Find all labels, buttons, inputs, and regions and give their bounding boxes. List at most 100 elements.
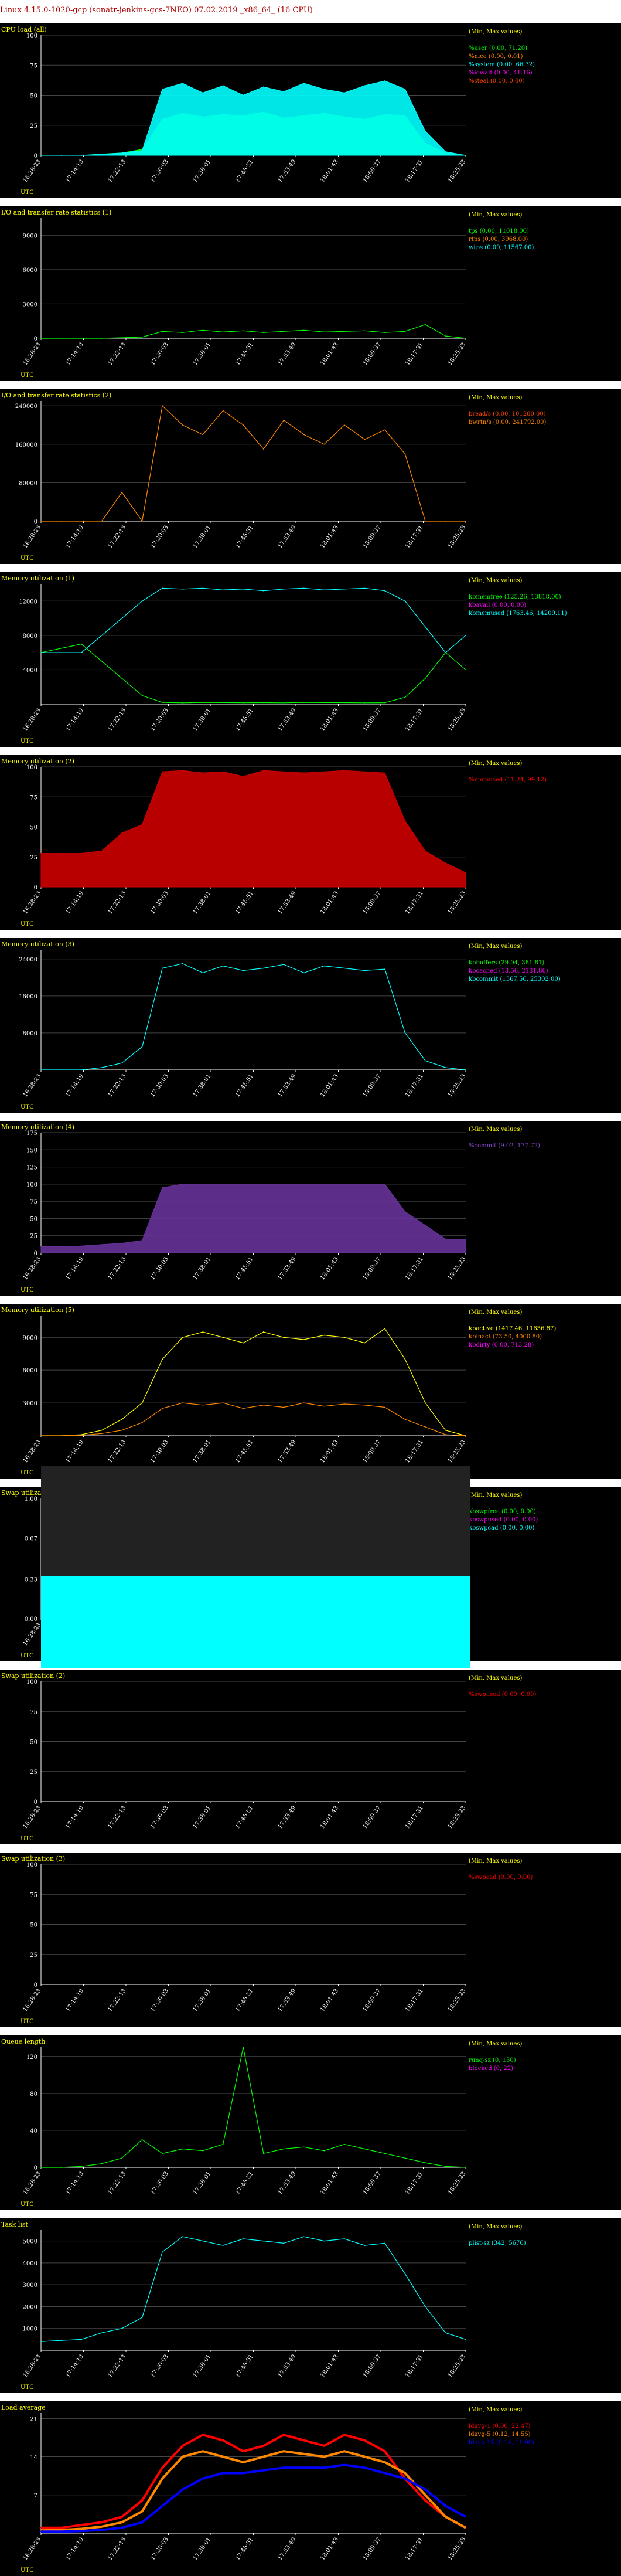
y-tick-label: 5000: [23, 2239, 37, 2245]
y-tick-label: 75: [30, 1709, 37, 1715]
data-point: [162, 2478, 163, 2479]
data-point: [60, 652, 62, 653]
data-point: [364, 970, 366, 971]
x-tick-label: 16:28:23: [22, 1073, 43, 1098]
legend-heading: (Min, Max values): [469, 1492, 523, 1498]
chart-svg: 7 14 21 16:28:23 17:14:19 17:22:13 17:30:03 17:…: [22, 2413, 468, 2562]
data-point: [121, 152, 122, 154]
x-tick-label: 17:53:49: [277, 2536, 298, 2561]
data-point: [202, 2478, 203, 2479]
x-tick-label: 17:38:01: [192, 1804, 213, 1830]
legend-entry: ldavg-5 (0.12, 14.55): [469, 2431, 531, 2438]
data-point: [182, 2148, 183, 2150]
utc-label: UTC: [21, 189, 34, 196]
data-point: [141, 2500, 143, 2501]
data-point: [141, 1046, 143, 1048]
data-point: [323, 1184, 325, 1185]
utc-label: UTC: [21, 1836, 34, 1842]
x-tick-label: 18:17:31: [404, 1256, 425, 1281]
y-tick-label: 1000: [23, 2326, 37, 2333]
data-point: [445, 862, 446, 864]
page-title: Linux 4.15.0-1020-gcp (sonatr-jenkins-gc…: [0, 6, 313, 15]
chart-title: Load average: [1, 2404, 46, 2411]
data-point: [262, 967, 264, 969]
chart-svg: 0 25 50 75 100 16:28:23 17:14:19 17:22:13 17:30:…: [22, 764, 468, 916]
data-point: [364, 1184, 366, 1185]
x-tick-label: 17:53:49: [277, 1073, 298, 1098]
x-tick-label: 18:01:43: [319, 1439, 340, 1464]
x-tick-label: 17:45:51: [234, 890, 255, 915]
data-point: [243, 2238, 244, 2239]
data-point: [182, 332, 183, 334]
chart-svg: 0 80000 160000 240000 16:28:23 17:14:19 17:22:…: [15, 401, 468, 550]
data-point: [364, 2245, 366, 2246]
series-line: [41, 2047, 466, 2168]
data-point: [283, 1184, 285, 1185]
legend-entry: %swpcad (0.00, 0.00): [469, 1874, 533, 1881]
data-point: [182, 1402, 183, 1403]
x-tick-label: 17:38:01: [192, 707, 213, 732]
data-point: [384, 429, 385, 430]
legend-entry: %user (0.00, 71.20): [469, 45, 528, 52]
series-area: [41, 80, 466, 156]
x-tick-label: 16:28:23: [22, 1622, 43, 1647]
x-tick-label: 17:22:13: [107, 2353, 128, 2378]
data-point: [222, 702, 224, 704]
data-point: [222, 965, 224, 967]
x-tick-label: 17:30:03: [149, 2536, 170, 2561]
data-point: [283, 420, 285, 421]
data-point: [243, 2472, 244, 2474]
legend-entry: ldavg-15 (0.14, 11.00): [469, 2439, 534, 2446]
data-point: [182, 702, 183, 704]
x-tick-label: 17:22:13: [107, 158, 128, 183]
data-point: [81, 652, 82, 653]
data-point: [182, 770, 183, 771]
x-tick-label: 18:25:23: [447, 2536, 468, 2561]
x-tick-label: 16:28:23: [22, 524, 43, 549]
x-tick-label: 17:22:13: [107, 524, 128, 549]
legend-entry: %swpused (0.00, 0.00): [469, 1691, 537, 1698]
data-point: [303, 702, 305, 703]
data-point: [222, 2143, 224, 2145]
chart-panel: 0 25 50 75 100 16:28:23 17:14:19 17:22:13 17:30:…: [0, 1853, 621, 2027]
x-tick-label: 18:01:43: [319, 2536, 340, 2561]
x-tick-label: 17:30:03: [149, 158, 170, 183]
y-tick-label: 50: [30, 1922, 37, 1929]
x-tick-label: 17:45:51: [234, 1073, 255, 1098]
x-tick-label: 18:17:31: [404, 2353, 425, 2378]
data-point: [40, 1069, 42, 1070]
data-point: [202, 2150, 203, 2152]
x-tick-label: 17:30:03: [149, 707, 170, 732]
data-point: [384, 2153, 385, 2154]
y-tick-label: 100: [26, 764, 37, 771]
data-point: [60, 1435, 62, 1436]
data-point: [344, 2238, 345, 2239]
data-point: [404, 1419, 406, 1420]
data-point: [81, 2524, 82, 2526]
data-point: [162, 1408, 163, 1409]
y-tick-label: 150: [26, 1147, 37, 1154]
y-tick-label: 50: [30, 825, 37, 831]
chart-svg: 0 25 50 75 100 16:28:23 17:14:19 17:22:13 17:30:…: [22, 33, 468, 184]
data-point: [445, 335, 446, 337]
utc-label: UTC: [21, 921, 34, 927]
y-tick-label: 0: [34, 1982, 37, 1989]
data-point: [404, 453, 406, 454]
utc-label: UTC: [21, 555, 34, 562]
x-tick-label: 18:25:23: [447, 707, 468, 732]
chart-legend: (Min, Max values) %swpcad (0.00, 0.00): [469, 1857, 533, 1882]
legend-heading: (Min, Max values): [469, 1309, 523, 1316]
x-tick-label: 17:14:19: [64, 1439, 85, 1464]
y-tick-label: 50: [30, 93, 37, 100]
data-point: [445, 1429, 446, 1431]
y-tick-label: 24000: [19, 957, 37, 963]
data-point: [141, 2317, 143, 2318]
data-point: [141, 2510, 143, 2512]
data-point: [262, 2445, 264, 2446]
x-tick-label: 18:09:37: [362, 890, 383, 915]
x-tick-label: 17:38:01: [192, 890, 213, 915]
data-point: [60, 648, 62, 649]
data-point: [243, 1184, 244, 1185]
data-point: [121, 2527, 122, 2529]
x-tick-label: 18:25:23: [447, 524, 468, 549]
